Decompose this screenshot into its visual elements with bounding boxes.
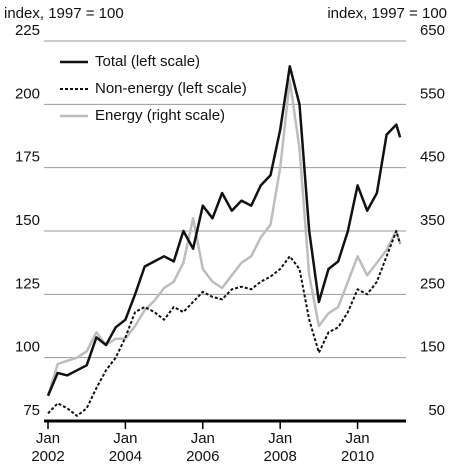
legend-label: Energy (right scale) — [95, 107, 225, 124]
y2-tick-label: 50 — [428, 402, 445, 419]
x-tick-label: Jan — [345, 430, 369, 447]
legend-label: Non-energy (left scale) — [95, 80, 247, 97]
y-tick-label: 150 — [15, 212, 40, 229]
x-tick-label: Jan — [268, 430, 292, 447]
y2-tick-label: 350 — [420, 212, 445, 229]
y-tick-label: 100 — [15, 339, 40, 356]
x-tick-label: 2006 — [186, 448, 219, 465]
y-tick-label: 200 — [15, 85, 40, 102]
y-tick-label: 125 — [15, 275, 40, 292]
y2-tick-label: 150 — [420, 339, 445, 356]
x-tick-label: Jan — [113, 430, 137, 447]
y2-tick-label: 450 — [420, 149, 445, 166]
series-line — [46, 65, 402, 397]
y-tick-label: 75 — [23, 402, 40, 419]
y-axis-label: index, 1997 = 100 — [4, 5, 124, 22]
x-tick-label: 2002 — [31, 448, 64, 465]
y2-axis-label: index, 1997 = 100 — [327, 5, 447, 22]
y-tick-label: 175 — [15, 149, 40, 166]
x-tick-label: 2004 — [109, 448, 142, 465]
x-tick-label: 2008 — [263, 448, 296, 465]
x-tick-label: Jan — [191, 430, 215, 447]
series-line — [47, 230, 402, 417]
y2-tick-label: 250 — [420, 275, 445, 292]
y-tick-label: 225 — [15, 22, 40, 39]
x-tick-label: 2010 — [341, 448, 374, 465]
series-line — [46, 79, 402, 397]
legend-label: Total (left scale) — [95, 53, 200, 70]
y2-tick-label: 650 — [420, 22, 445, 39]
x-tick-label: Jan — [36, 430, 60, 447]
y2-tick-label: 550 — [420, 85, 445, 102]
